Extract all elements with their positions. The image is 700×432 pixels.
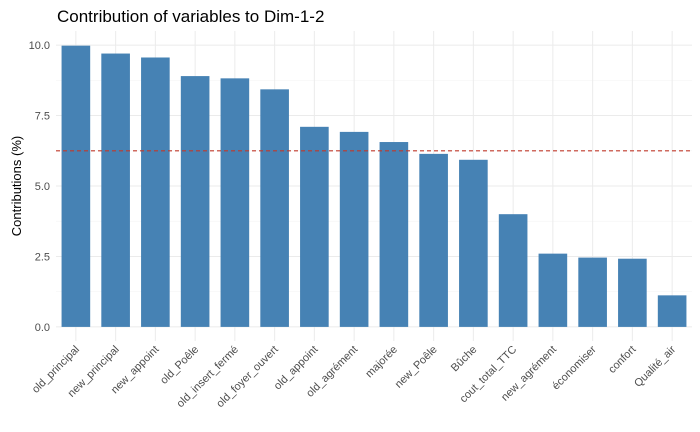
x-tick-label: Bûche [449, 344, 480, 375]
bar [657, 295, 687, 327]
bar [459, 159, 488, 327]
y-tick-label: 5.0 [35, 181, 50, 193]
bar [379, 142, 409, 327]
y-tick-label: 2.5 [35, 251, 50, 263]
y-axis-ticks: 0.0 2.5 5.0 7.5 10.0 [29, 40, 50, 334]
bar [300, 126, 329, 327]
y-tick-label: 10.0 [29, 40, 50, 52]
bar [538, 253, 568, 327]
chart-title: Contribution of variables to Dim-1-2 [57, 7, 324, 26]
x-tick-label: majorée [363, 344, 400, 381]
y-tick-label: 7.5 [35, 111, 50, 123]
bar [419, 153, 448, 327]
x-axis-ticks: old_principalnew_principalnew_appointold… [30, 343, 679, 410]
x-tick-label: new_Poêle [393, 344, 440, 391]
bar [61, 45, 91, 327]
bar [618, 258, 647, 327]
bars [61, 45, 687, 327]
bar [578, 257, 607, 327]
bar [260, 89, 289, 327]
y-axis-title: Contributions (%) [9, 136, 24, 236]
x-tick-label: confort [606, 344, 638, 376]
bar [101, 53, 130, 327]
bar [220, 78, 250, 327]
bar [339, 131, 369, 327]
y-tick-label: 0.0 [35, 322, 50, 334]
bar [180, 76, 210, 327]
x-tick-label: Qualité_air [632, 343, 678, 389]
bar [141, 57, 170, 327]
bar [498, 214, 528, 327]
